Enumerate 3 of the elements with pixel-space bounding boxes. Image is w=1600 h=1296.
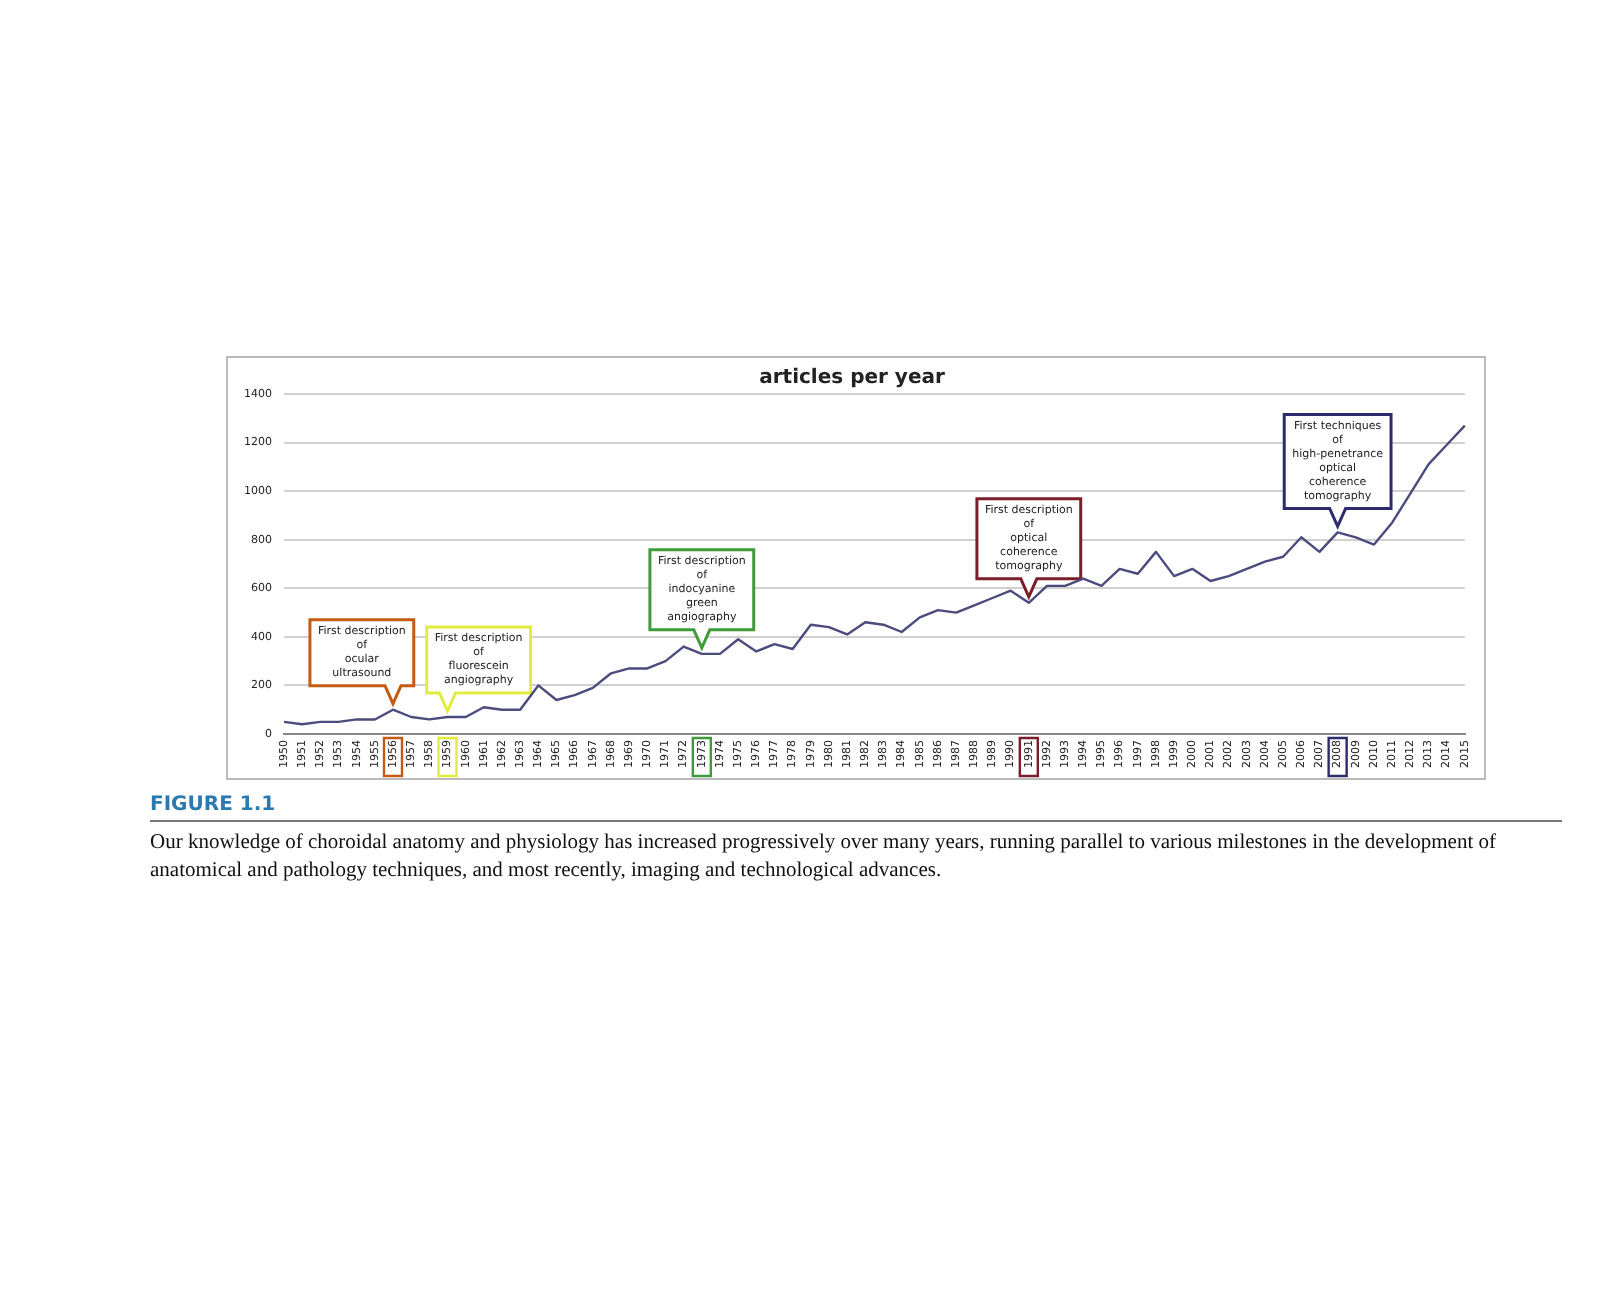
caption: FIGURE 1.1 xyxy=(150,794,1562,822)
chart-title: articles per year xyxy=(759,367,945,390)
text: Our knowledge of choroidal anatomy and physiology has increased progressively over many years, running parallel to various milestones in the development of anatomical and pathology techniques, and most recently, imaging and technological advances. xyxy=(150,830,1498,886)
